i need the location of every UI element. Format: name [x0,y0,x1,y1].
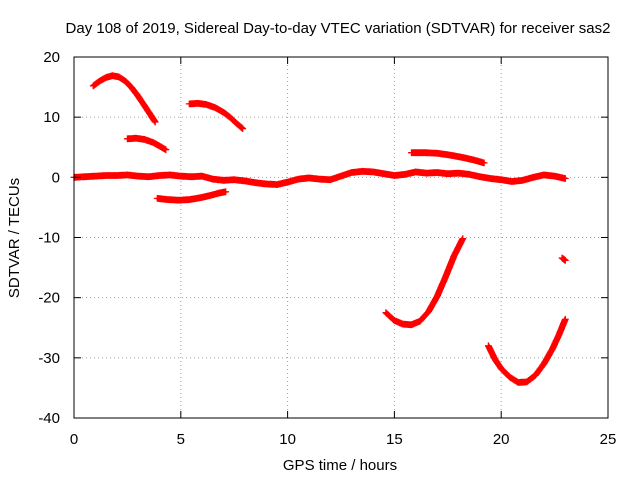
data-point-markers [382,235,467,329]
data-point-markers [89,72,159,126]
y-tick-label: 0 [52,169,60,186]
x-tick-label: 5 [177,431,185,448]
y-tick-label: -10 [38,230,60,247]
y-tick-label: -30 [38,350,60,367]
y-tick-label: -40 [38,410,60,427]
y-tick-label: 10 [43,109,60,126]
data-series [124,134,170,154]
data-point-markers [485,315,569,386]
data-series [558,254,569,264]
x-tick-label: 10 [279,431,296,448]
x-tick-label: 25 [600,431,617,448]
data-point-markers [558,254,569,264]
chart-title: Day 108 of 2019, Sidereal Day-to-day VTE… [66,20,611,37]
data-point-markers [408,149,488,167]
data-series [408,149,488,167]
data-series [89,72,159,126]
x-tick-label: 15 [386,431,403,448]
data-series [153,188,230,204]
data-points [70,72,569,386]
data-point-markers [185,99,247,132]
x-tick-label: 20 [493,431,510,448]
data-series [485,315,569,386]
x-tick-label: 0 [70,431,78,448]
data-point-markers [124,134,170,154]
y-axis-label: SDTVAR / TECUs [6,178,23,298]
data-series [185,99,247,132]
y-tick-label: 20 [43,49,60,66]
data-point-markers [153,188,230,204]
x-axis-label: GPS time / hours [283,457,397,474]
y-tick-label: -20 [38,290,60,307]
axis-ticks: 0 5 10 15 20 25 -40 -30 -20 -10 0 10 20 [38,49,616,448]
data-series [382,235,467,329]
